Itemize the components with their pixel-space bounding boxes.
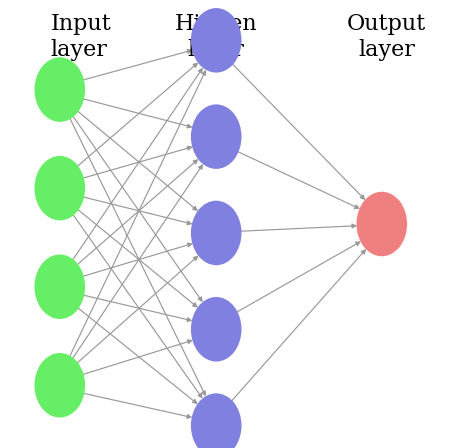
Ellipse shape — [356, 192, 406, 256]
Ellipse shape — [190, 201, 241, 265]
Ellipse shape — [34, 156, 85, 220]
Ellipse shape — [190, 104, 241, 169]
Ellipse shape — [34, 57, 85, 122]
Text: Output
layer: Output layer — [346, 13, 425, 61]
Ellipse shape — [34, 254, 85, 319]
Ellipse shape — [190, 8, 241, 73]
Text: Hidden
layer: Hidden layer — [174, 13, 257, 61]
Ellipse shape — [190, 297, 241, 362]
Text: Input
layer: Input layer — [50, 13, 111, 61]
Ellipse shape — [190, 393, 241, 448]
Ellipse shape — [34, 353, 85, 418]
